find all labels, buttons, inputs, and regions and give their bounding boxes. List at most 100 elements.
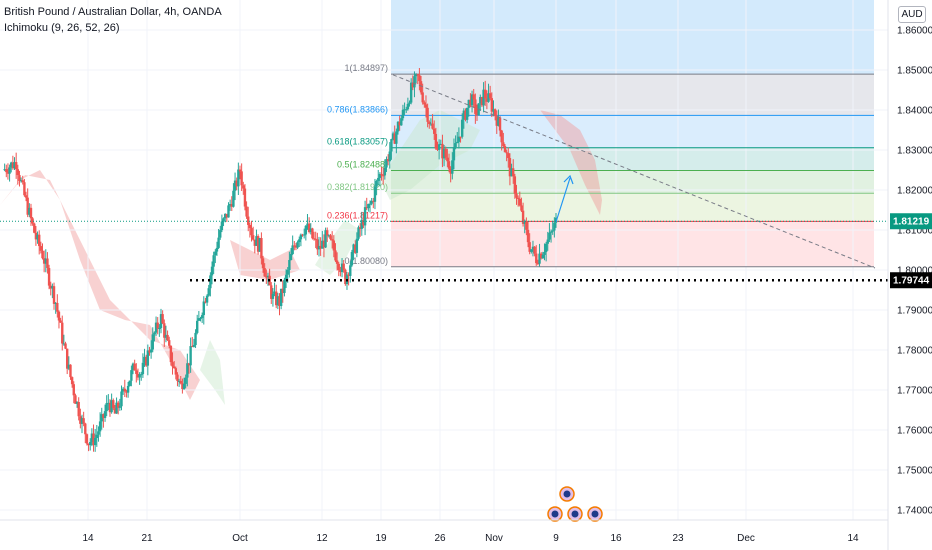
candle-body bbox=[508, 158, 512, 177]
candle-body bbox=[19, 180, 23, 182]
candle-body bbox=[215, 247, 219, 252]
candle-body bbox=[350, 252, 354, 266]
candle-body bbox=[93, 438, 97, 446]
candle-body bbox=[74, 395, 77, 404]
candle-body bbox=[39, 246, 43, 251]
candle-body bbox=[59, 320, 62, 323]
candle-body bbox=[396, 121, 400, 132]
candle-body bbox=[414, 74, 418, 77]
candle-body bbox=[460, 119, 464, 137]
candle-body bbox=[141, 362, 145, 375]
candle-body bbox=[444, 148, 447, 158]
candle-body bbox=[276, 296, 280, 306]
candle-body bbox=[370, 200, 373, 204]
candle-body bbox=[192, 345, 196, 347]
candle-body bbox=[263, 268, 266, 277]
candle-body bbox=[398, 121, 401, 126]
candle-body bbox=[314, 238, 317, 240]
candle-body bbox=[296, 242, 299, 248]
candle-body bbox=[117, 402, 120, 408]
candle-body bbox=[403, 109, 406, 111]
x-tick-label: 19 bbox=[375, 533, 387, 544]
candle-body bbox=[482, 89, 485, 106]
candle-body bbox=[84, 423, 87, 435]
y-tick-label: 1.76000 bbox=[897, 426, 932, 437]
candle-body bbox=[85, 434, 89, 444]
candle-body bbox=[507, 153, 510, 159]
candle-body bbox=[191, 346, 194, 348]
x-tick-label: Dec bbox=[737, 533, 755, 544]
candle-body bbox=[513, 176, 517, 194]
event-flag-icon-inner bbox=[571, 510, 579, 518]
fib-level-label: 0.786(1.83866) bbox=[327, 104, 388, 114]
candle-body bbox=[317, 245, 321, 250]
candle-body bbox=[51, 286, 54, 289]
x-tick-label: 14 bbox=[847, 533, 859, 544]
fib-level-label: 0.618(1.83057) bbox=[327, 137, 388, 147]
current-price-tag-bg bbox=[890, 213, 932, 230]
fib-zone-extension bbox=[391, 0, 874, 75]
candle-body bbox=[395, 131, 398, 144]
candle-body bbox=[36, 234, 39, 240]
candle-body bbox=[428, 121, 431, 125]
candle-body bbox=[158, 328, 161, 330]
candle-body bbox=[354, 244, 357, 253]
candle-body bbox=[79, 416, 82, 424]
x-tick-label: 9 bbox=[553, 533, 559, 544]
candle-body bbox=[418, 75, 421, 82]
candle-body bbox=[451, 160, 454, 174]
candle-body bbox=[525, 221, 528, 230]
candle-body bbox=[332, 240, 336, 251]
candle-body bbox=[299, 234, 303, 240]
fib-zone bbox=[391, 193, 874, 222]
candle-body bbox=[474, 99, 477, 114]
candle-body bbox=[405, 109, 408, 111]
candle-body bbox=[289, 254, 293, 260]
candle-body bbox=[538, 253, 541, 264]
candle-body bbox=[362, 219, 365, 226]
candle-body bbox=[413, 76, 416, 88]
ichimoku-cloud bbox=[200, 340, 225, 405]
candle-body bbox=[283, 279, 286, 293]
candle-body bbox=[535, 253, 538, 264]
candle-body bbox=[169, 345, 173, 363]
ichimoku-cloud bbox=[315, 220, 360, 275]
candle-body bbox=[301, 234, 304, 236]
candle-body bbox=[368, 203, 372, 205]
candle-body bbox=[377, 177, 380, 181]
candle-body bbox=[467, 99, 470, 108]
candle-body bbox=[406, 103, 410, 110]
projection-arrowhead bbox=[563, 174, 574, 185]
candle-body bbox=[52, 286, 56, 304]
candle-body bbox=[176, 374, 179, 382]
candle-body bbox=[260, 238, 263, 259]
candle-body bbox=[498, 117, 502, 131]
currency-label[interactable]: AUD bbox=[898, 6, 926, 23]
candle-body bbox=[228, 204, 232, 206]
candle-body bbox=[100, 414, 103, 422]
candle-body bbox=[286, 270, 289, 275]
candle-body bbox=[446, 157, 449, 162]
indicator-label: Ichimoku (9, 26, 52, 26) bbox=[4, 22, 120, 34]
candle-body bbox=[64, 343, 67, 349]
candle-body bbox=[225, 213, 229, 218]
candle-body bbox=[82, 418, 85, 424]
candle-body bbox=[452, 147, 456, 161]
candle-body bbox=[485, 98, 489, 102]
candle-body bbox=[128, 380, 131, 386]
candle-body bbox=[3, 169, 6, 171]
candle-body bbox=[151, 334, 154, 350]
candle-body bbox=[8, 167, 11, 174]
candle-body bbox=[135, 370, 138, 374]
candle-body bbox=[10, 162, 13, 168]
candle-body bbox=[322, 240, 326, 248]
candle-body bbox=[238, 169, 242, 172]
candle-body bbox=[38, 234, 41, 247]
candle-body bbox=[54, 302, 57, 304]
candle-body bbox=[69, 364, 72, 378]
candle-body bbox=[14, 162, 18, 170]
candle-body bbox=[342, 263, 345, 270]
candle-body bbox=[352, 244, 355, 253]
candle-body bbox=[217, 237, 220, 248]
